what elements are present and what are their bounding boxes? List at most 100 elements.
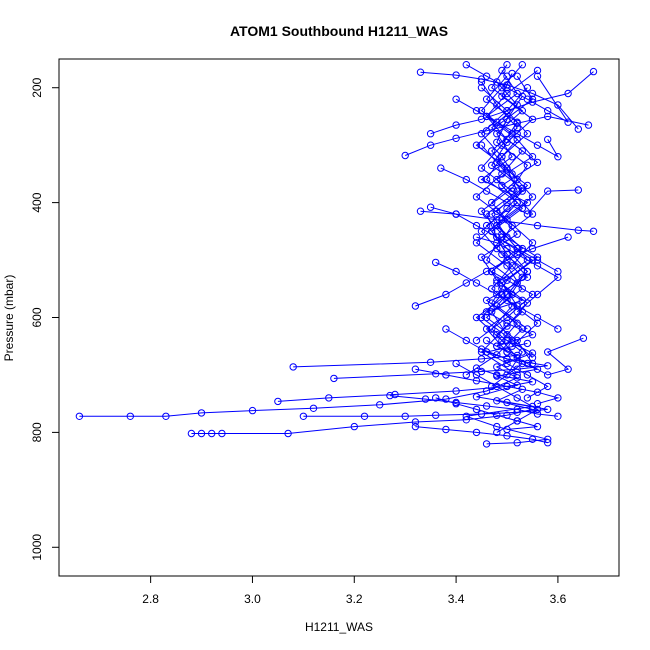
data-point [533,72,542,80]
data-point [533,158,542,167]
data-point [589,67,598,76]
data-point [579,334,588,342]
data-point [360,412,369,420]
data-point [350,422,358,431]
series-15 [472,84,532,391]
data-point [508,336,516,345]
data-point [498,141,506,149]
y-axis-label: Pressure (mbar) [2,275,16,362]
data-point [554,267,562,276]
data-point [503,276,511,284]
data-point [518,308,526,316]
data-point [452,95,460,103]
series-line [435,261,559,330]
data-point [411,365,420,373]
data-point [533,405,542,414]
data-point [498,170,506,178]
data-point [508,262,516,270]
data-point [544,112,552,121]
data-point [523,339,532,348]
data-point [386,391,394,400]
data-point [462,175,470,184]
data-point [503,348,511,356]
data-point [503,256,511,264]
series-line [476,236,559,313]
data-point [574,186,582,194]
data-point [523,359,532,368]
y-tick-label: 200 [30,77,44,97]
data-point [574,125,582,133]
data-point [426,130,435,138]
data-point [299,412,308,420]
data-point [472,405,481,414]
data-point [493,382,501,391]
series-30 [432,394,542,434]
data-point [126,412,135,420]
data-point [513,336,521,345]
data-point [554,394,562,402]
data-point [493,422,501,431]
data-point [482,267,491,276]
data-point [442,325,450,333]
x-tick-label: 3.6 [550,592,567,606]
data-point [197,409,206,417]
data-point [544,382,552,391]
data-point [330,374,338,383]
data-point [554,101,562,109]
data-point [528,378,537,386]
data-point [488,198,496,207]
data-point [528,349,537,357]
series-27 [482,334,588,379]
series-line [277,367,533,402]
data-point [518,147,526,155]
data-point [508,290,516,299]
data-point [508,187,516,195]
data-point [518,107,526,115]
data-point [482,440,491,448]
data-point [564,118,572,126]
data-point [482,221,491,230]
data-point [416,68,425,76]
data-point [493,331,501,339]
data-point [472,313,481,322]
data-point [488,325,496,333]
data-point [488,285,496,293]
data-point [432,411,440,419]
data-point [452,398,460,407]
data-point [528,89,537,98]
data-point [498,84,506,92]
data-point [442,290,450,299]
data-point [472,279,481,287]
data-point [197,429,206,438]
data-point [462,60,470,69]
data-point [498,153,506,161]
data-point [503,72,511,80]
data-point [493,411,501,419]
series-line [415,368,560,405]
data-point [482,72,491,80]
series-32 [411,365,562,408]
data-point [533,365,542,373]
data-point [472,393,481,401]
data-point [533,422,542,431]
data-point [508,342,516,350]
data-point [589,227,598,236]
series-line [475,87,529,387]
data-point [477,175,486,184]
data-point [493,221,501,230]
data-point [554,325,562,333]
data-point [518,60,526,69]
data-point [523,161,532,170]
data-point [426,141,435,149]
series-line [476,64,534,341]
data-point [503,398,511,407]
series-line [415,236,569,307]
data-point [544,362,552,370]
data-point [533,388,542,396]
data-point [533,221,542,230]
data-point [503,107,511,115]
data-point [523,130,532,138]
data-point [325,394,333,402]
data-point [513,439,521,447]
data-point [544,187,552,195]
